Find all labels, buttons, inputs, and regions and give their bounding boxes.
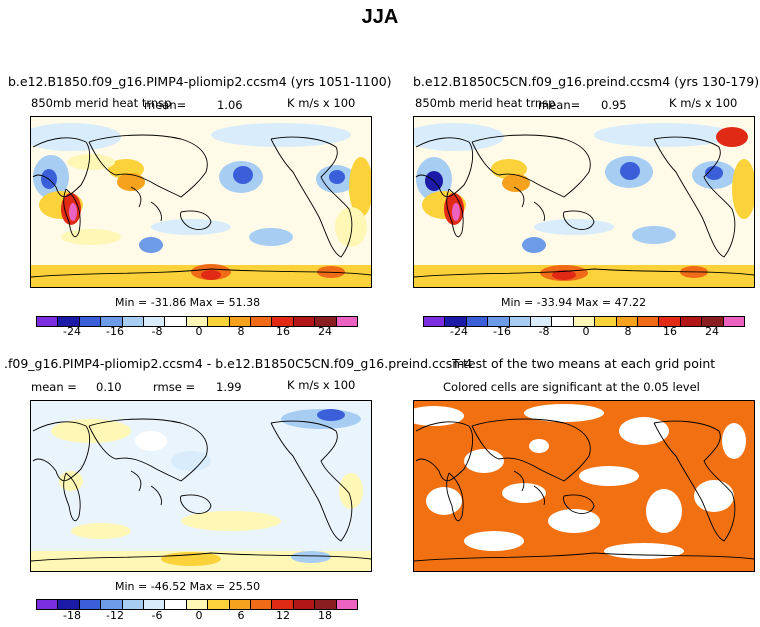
colorbar-swatch [272, 600, 294, 609]
panel-2-mean-value: 0.95 [601, 98, 627, 112]
colorbar-swatch [186, 317, 209, 326]
panel-3-tick: -6 [151, 609, 163, 622]
panel-3-rmse-value: 1.99 [216, 380, 242, 394]
colorbar-swatch [208, 600, 230, 609]
colorbar-swatch [616, 317, 639, 326]
figure-title: JJA [361, 6, 399, 28]
panel-1-colorbar [36, 316, 358, 327]
colorbar-swatch [251, 317, 273, 326]
panel-1-tick: -24 [63, 325, 81, 338]
panel-1-variable: 850mb merid heat trnsp [31, 96, 172, 110]
panel-1-title: b.e12.B1850.f09_g16.PIMP4-pliomip2.ccsm4… [8, 74, 392, 89]
colorbar-swatch [488, 317, 510, 326]
panel-2-title: b.e12.B1850C5CN.f09_g16.preind.ccsm4 (yr… [413, 74, 760, 89]
colorbar-swatch [723, 317, 745, 326]
panel-3-min-max: Min = -46.52 Max = 25.50 [115, 580, 261, 593]
colorbar-swatch [573, 317, 596, 326]
colorbar-swatch [101, 317, 123, 326]
colorbar-swatch [336, 317, 358, 326]
colorbar-swatch [79, 600, 102, 609]
panel-1-mean-value: 1.06 [217, 98, 243, 112]
panel-1-min-max: Min = -31.86 Max = 51.38 [115, 296, 261, 309]
colorbar-swatch [659, 317, 681, 326]
colorbar-swatch [702, 317, 724, 326]
panel-4-title: T-test of the two means at each grid poi… [452, 356, 716, 371]
colorbar-swatch [101, 600, 123, 609]
panel-2-colorbar [423, 316, 745, 327]
colorbar-swatch [79, 317, 102, 326]
panel-2-tick: -8 [538, 325, 550, 338]
colorbar-swatch [293, 317, 316, 326]
panel-3-tick: 6 [237, 609, 245, 622]
panel-2-tick: 8 [624, 325, 632, 338]
colorbar-swatch [186, 600, 209, 609]
panel-1-tick: 8 [237, 325, 245, 338]
colorbar-swatch [509, 317, 532, 326]
colorbar-swatch [552, 317, 574, 326]
panel-3-rmse-label: rmse = [153, 380, 196, 394]
panel-2-tick: 24 [705, 325, 719, 338]
colorbar-swatch [293, 600, 316, 609]
panel-1-units: K m/s x 100 [287, 96, 356, 110]
panel-3-tick: -12 [106, 609, 124, 622]
colorbar-swatch [144, 600, 166, 609]
colorbar-swatch [122, 317, 145, 326]
colorbar-swatch [272, 317, 294, 326]
colorbar-swatch [37, 317, 59, 326]
colorbar-swatch [315, 317, 337, 326]
panel-2-tick: 0 [582, 325, 590, 338]
panel-1-tick: -8 [151, 325, 163, 338]
panel-1-tick: -16 [106, 325, 124, 338]
panel-2-min-max: Min = -33.94 Max = 47.22 [501, 296, 647, 309]
panel-3-tick: -18 [63, 609, 81, 622]
panel-2-map [413, 116, 755, 288]
colorbar-swatch [165, 317, 187, 326]
panel-1-tick: 16 [276, 325, 290, 338]
panel-3-units: K m/s x 100 [287, 378, 356, 392]
colorbar-swatch [466, 317, 489, 326]
colorbar-swatch [315, 600, 337, 609]
colorbar-swatch [229, 317, 252, 326]
panel-3-mean-value: 0.10 [96, 380, 122, 394]
colorbar-swatch [638, 317, 660, 326]
colorbar-swatch [122, 600, 145, 609]
colorbar-swatch [680, 317, 703, 326]
panel-4-subtitle: Colored cells are significant at the 0.0… [443, 380, 700, 394]
colorbar-swatch [595, 317, 617, 326]
colorbar-swatch [58, 600, 80, 609]
panel-2-units: K m/s x 100 [669, 96, 738, 110]
panel-3-tick: 18 [318, 609, 332, 622]
colorbar-swatch [229, 600, 252, 609]
panel-4-map [413, 400, 755, 572]
panel-1-mean-label: mean= [144, 98, 187, 112]
colorbar-swatch [208, 317, 230, 326]
colorbar-swatch [165, 600, 187, 609]
panel-3-map [30, 400, 372, 572]
colorbar-swatch [251, 600, 273, 609]
panel-3-tick: 0 [195, 609, 203, 622]
panel-2-tick: -16 [493, 325, 511, 338]
panel-3-tick: 12 [276, 609, 290, 622]
colorbar-swatch [445, 317, 467, 326]
colorbar-swatch [531, 317, 553, 326]
panel-2-mean-label: mean= [538, 98, 581, 112]
colorbar-swatch [336, 600, 358, 609]
panel-3-mean-label: mean = [31, 380, 77, 394]
panel-1-map [30, 116, 372, 288]
panel-1-tick: 0 [195, 325, 203, 338]
panel-3-colorbar [36, 599, 358, 610]
colorbar-swatch [58, 317, 80, 326]
colorbar-swatch [144, 317, 166, 326]
panel-2-variable: 850mb merid heat trnsp [415, 96, 556, 110]
colorbar-swatch [37, 600, 59, 609]
panel-3-title: .f09_g16.PIMP4-pliomip2.ccsm4 - b.e12.B1… [4, 356, 473, 371]
colorbar-swatch [424, 317, 446, 326]
panel-1-tick: 24 [318, 325, 332, 338]
panel-2-tick: -24 [450, 325, 468, 338]
panel-2-tick: 16 [663, 325, 677, 338]
